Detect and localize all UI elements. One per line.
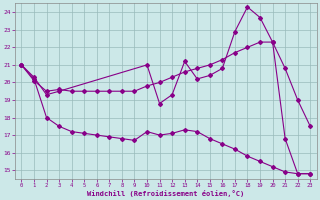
X-axis label: Windchill (Refroidissement éolien,°C): Windchill (Refroidissement éolien,°C) [87, 190, 244, 197]
